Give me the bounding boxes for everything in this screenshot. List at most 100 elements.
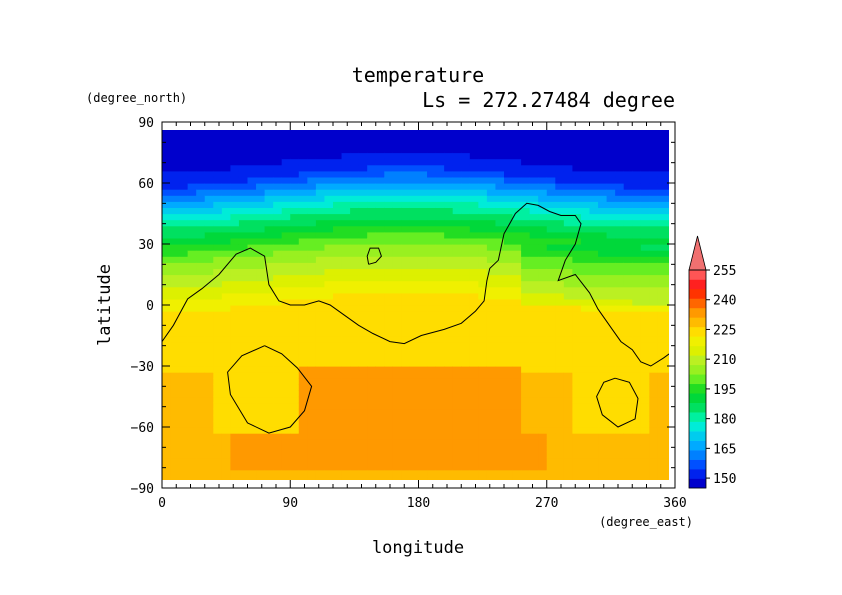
heat-cell [196, 384, 206, 391]
heat-cell [572, 256, 582, 263]
heat-cell [273, 152, 283, 160]
heat-cell [529, 433, 539, 440]
heat-cell [461, 140, 471, 147]
heat-cell [324, 475, 334, 480]
heat-cell [333, 323, 343, 330]
heat-cell [290, 250, 300, 257]
heat-cell [358, 213, 368, 221]
x-tick-label: 90 [282, 496, 298, 511]
heat-cell [486, 384, 497, 391]
heat-cell [264, 323, 274, 330]
y-tick-label: 30 [138, 238, 154, 253]
heat-cell [256, 445, 266, 452]
heat-cell [623, 231, 633, 239]
heat-cell [307, 292, 317, 300]
heat-cell [572, 122, 581, 129]
heat-cell [495, 134, 505, 141]
heat-cell [162, 396, 172, 404]
heat-cell [179, 433, 189, 440]
heat-cell [657, 359, 668, 367]
heat-cell [298, 130, 308, 135]
heat-cell [170, 286, 180, 294]
heat-cell [538, 183, 548, 190]
heat-cell [247, 396, 257, 404]
heat-cell [529, 390, 539, 398]
heat-cell [196, 353, 206, 361]
heat-cell [435, 372, 445, 379]
heat-cell [221, 335, 231, 343]
heat-cell [401, 347, 411, 355]
heat-cell [350, 280, 360, 288]
heat-cell [478, 237, 488, 245]
heat-cell [281, 427, 291, 434]
heat-cell [495, 195, 505, 202]
heat-cell [598, 347, 608, 355]
heat-cell [290, 164, 300, 172]
heat-cell [486, 414, 497, 422]
colorbar-swatch [689, 402, 706, 413]
heat-cell [298, 420, 308, 428]
heat-cell [247, 256, 257, 263]
heat-cell [264, 140, 274, 147]
heat-cell [666, 292, 669, 300]
heat-cell [427, 219, 437, 227]
heat-cell [495, 323, 505, 330]
heat-cell [273, 311, 283, 318]
heat-cell [657, 402, 668, 410]
heat-cell [204, 317, 214, 324]
heat-cell [598, 439, 608, 446]
heat-cell [213, 219, 223, 227]
heat-cell [256, 427, 266, 434]
heat-cell [333, 353, 343, 361]
heat-cell [555, 335, 565, 343]
heat-cell [196, 433, 206, 440]
heat-cell [170, 451, 180, 459]
heat-cell [196, 225, 206, 233]
heat-cell [452, 451, 462, 459]
heat-cell [461, 414, 471, 422]
heat-cell [649, 189, 659, 196]
heat-cell [649, 390, 659, 398]
heat-cell [409, 250, 420, 257]
heat-cell [649, 329, 659, 337]
heat-cell [444, 213, 454, 221]
heat-cell [538, 146, 548, 154]
heat-cell [290, 189, 300, 196]
heat-cell [230, 262, 240, 269]
heat-cell [281, 130, 291, 135]
heat-cell [358, 378, 368, 385]
heat-cell [580, 469, 591, 477]
heat-cell [367, 390, 377, 398]
heat-cell [469, 414, 479, 422]
heat-cell [384, 274, 394, 282]
heat-cell [521, 140, 531, 147]
heat-cell [529, 439, 539, 446]
heat-cell [333, 268, 343, 276]
heat-cell [179, 427, 189, 434]
heat-cell [290, 317, 300, 324]
heat-cell [213, 213, 223, 221]
heat-cell [401, 305, 411, 312]
heat-cell [375, 396, 385, 404]
heat-cell [196, 213, 206, 221]
heat-cell [435, 439, 445, 446]
heat-cell [162, 420, 172, 428]
heat-cell [427, 372, 437, 379]
heat-cell [649, 195, 659, 202]
heat-cell [410, 122, 419, 129]
heat-cell [546, 250, 556, 257]
heat-cell [546, 130, 556, 135]
heat-cell [256, 256, 266, 263]
heat-cell [290, 463, 300, 471]
heat-cell [657, 353, 668, 361]
heat-cell [375, 152, 385, 160]
heat-cell [213, 353, 223, 361]
heat-cell [657, 463, 668, 471]
heat-cell [324, 396, 334, 404]
heat-cell [264, 298, 274, 306]
heat-cell [196, 359, 206, 367]
heat-cell [247, 158, 257, 166]
heat-cell [170, 140, 180, 147]
heat-cell [179, 244, 189, 251]
heat-cell [350, 420, 360, 428]
